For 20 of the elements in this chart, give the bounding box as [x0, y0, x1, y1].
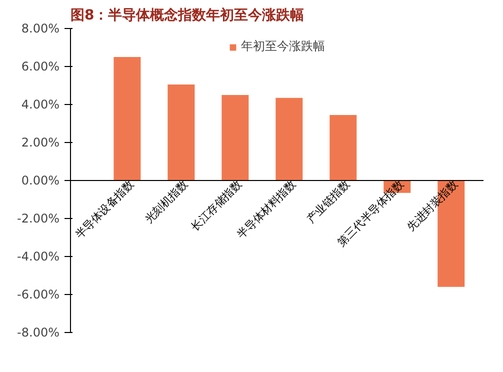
x-tick-label: 光刻机指数	[142, 178, 190, 226]
y-tick-label: -6.00%	[17, 288, 60, 302]
bar	[222, 95, 249, 180]
y-tick-label: 4.00%	[21, 98, 60, 112]
x-tick-label: 产业链指数	[304, 178, 352, 226]
bar	[330, 114, 357, 180]
y-tick-label: -2.00%	[17, 212, 60, 226]
chart-title: 图8：半导体概念指数年初至今涨跌幅	[70, 6, 304, 24]
x-tick-label: 先进封装指数	[404, 178, 460, 234]
y-tick-label: -4.00%	[17, 250, 60, 264]
bar	[168, 84, 195, 180]
bar	[276, 98, 303, 180]
y-tick-label: 2.00%	[21, 136, 60, 150]
y-tick-label: 6.00%	[21, 60, 60, 74]
bar	[114, 57, 141, 180]
y-tick-label: 8.00%	[21, 22, 60, 36]
y-tick-label: 0.00%	[21, 174, 60, 188]
x-tick-label: 半导体设备指数	[72, 178, 136, 242]
y-tick-label: -8.00%	[17, 326, 60, 340]
legend-label: 年初至今涨跌幅	[241, 38, 325, 55]
